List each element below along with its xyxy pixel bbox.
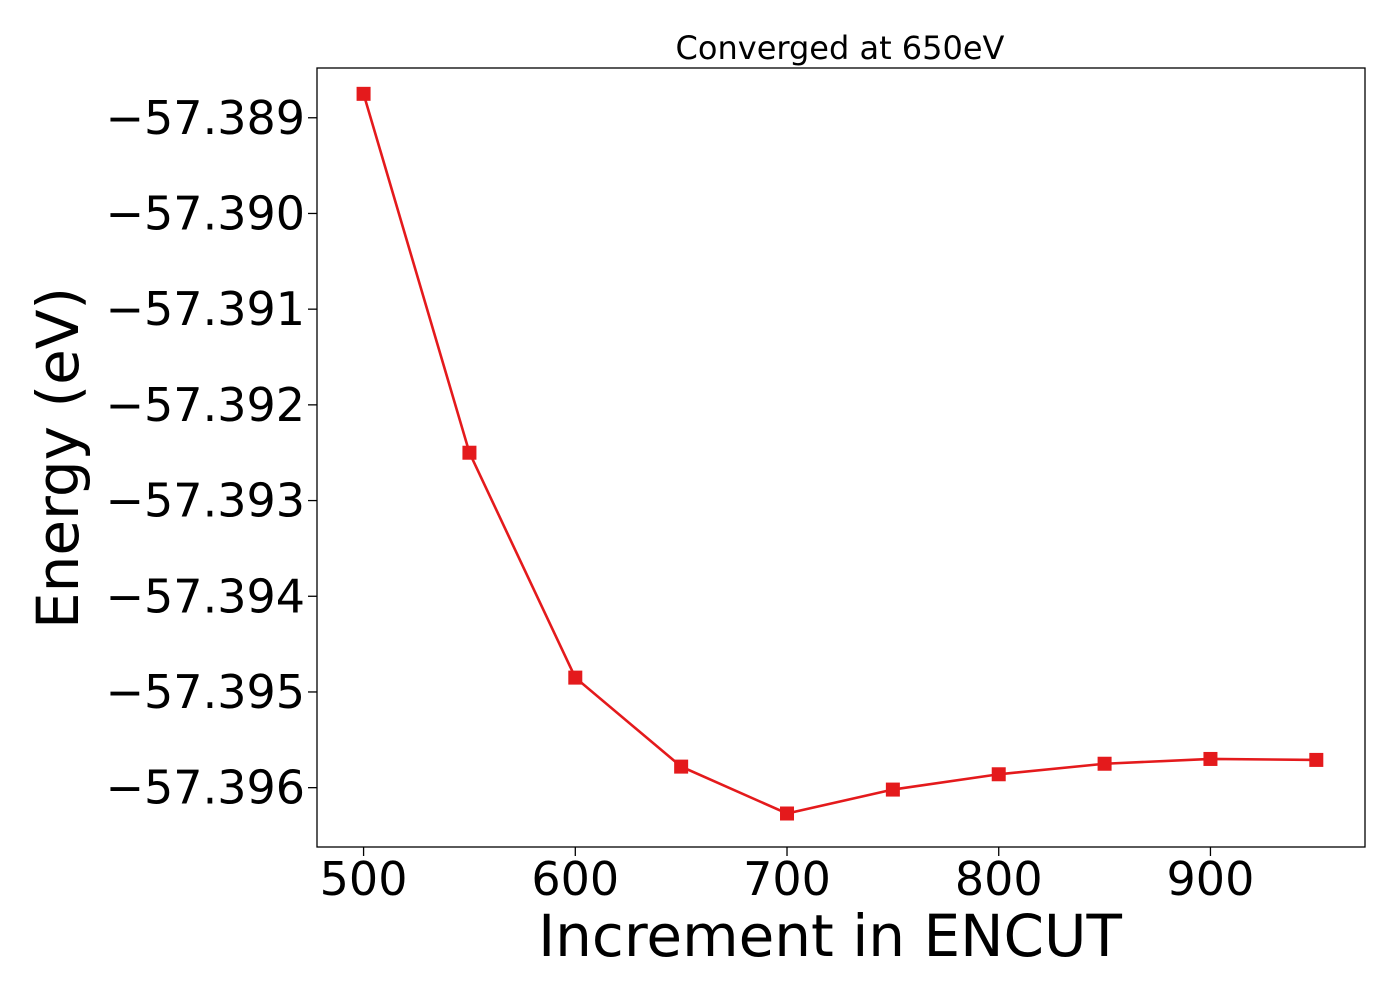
x-tick-label: 500 [320, 852, 408, 906]
data-point-marker [991, 767, 1006, 782]
y-tick-label: −57.396 [106, 761, 306, 815]
data-point-marker [780, 806, 795, 821]
y-tick-label: −57.393 [106, 474, 306, 528]
y-axis-label: Energy (eV) [24, 287, 92, 629]
series-layer [356, 86, 1324, 821]
y-tick-label: −57.394 [106, 569, 306, 623]
data-point-marker [1097, 756, 1112, 771]
data-point-marker [568, 670, 583, 685]
y-tick-label: −57.391 [106, 282, 306, 336]
plot-area [316, 67, 1366, 848]
data-point-marker [1203, 751, 1218, 766]
data-point-marker [885, 782, 900, 797]
y-axis-ticks: −57.389 −57.390 −57.391 −57.392 −57.393 −57.3… [106, 91, 317, 815]
x-axis-label: Increment in ENCUT [538, 902, 1122, 970]
y-tick-label: −57.392 [106, 378, 306, 432]
data-point-marker [356, 86, 371, 101]
x-tick-label: 800 [955, 852, 1043, 906]
x-axis-ticks: 500 600 700 800 900 [320, 847, 1255, 906]
y-tick-label: −57.395 [106, 665, 306, 719]
y-tick-label: −57.390 [106, 186, 306, 240]
data-point-marker [1309, 752, 1324, 767]
x-tick-label: 900 [1167, 852, 1255, 906]
x-tick-label: 600 [531, 852, 619, 906]
x-tick-label: 700 [743, 852, 831, 906]
y-tick-label: −57.389 [106, 91, 306, 145]
chart-title: Converged at 650eV [676, 29, 1005, 67]
data-point-marker [674, 759, 689, 774]
series-line [362, 93, 1317, 815]
data-point-marker [462, 445, 477, 460]
